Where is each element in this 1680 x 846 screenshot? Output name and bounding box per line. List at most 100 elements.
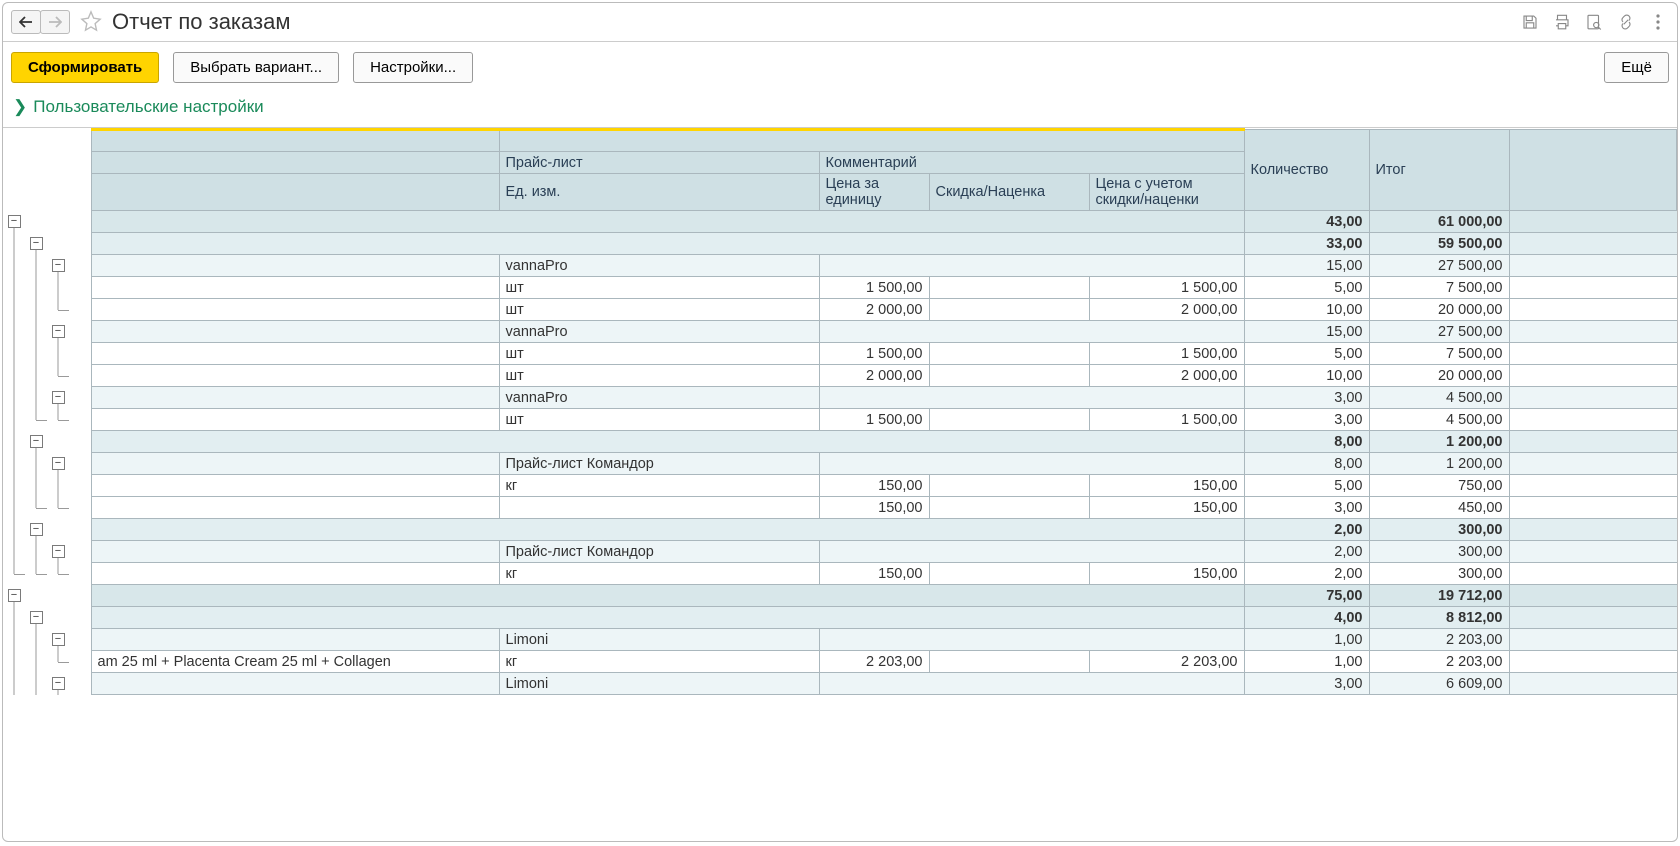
table-row[interactable]: шт2 000,002 000,0010,0020 000,00 <box>3 299 1677 321</box>
cell: 3,00 <box>1244 409 1369 431</box>
cell: 6 609,00 <box>1369 673 1509 695</box>
table-row[interactable]: шт1 500,001 500,005,007 500,00 <box>3 343 1677 365</box>
table-row[interactable]: am 25 ml + Placenta Cream 25 ml + Collag… <box>3 651 1677 673</box>
table-row[interactable]: −75,0019 712,00 <box>3 585 1677 607</box>
link-icon[interactable] <box>1615 11 1637 33</box>
table-row[interactable]: шт1 500,001 500,003,004 500,00 <box>3 409 1677 431</box>
table-row[interactable]: −Прайс-лист Командор8,001 200,00 <box>3 453 1677 475</box>
tree-gutter <box>3 541 25 563</box>
table-row[interactable]: −33,0059 500,00 <box>3 233 1677 255</box>
table-row[interactable]: кг150,00150,002,00300,00 <box>3 563 1677 585</box>
tree-gutter: − <box>25 607 47 629</box>
report-table: Количество Итог Прайс-лист Комментарий Е… <box>3 128 1677 695</box>
table-row[interactable]: 150,00150,003,00450,00 <box>3 497 1677 519</box>
collapse-node[interactable]: − <box>30 237 43 250</box>
table-row[interactable]: −vannaPro3,004 500,00 <box>3 387 1677 409</box>
col-price-disc[interactable]: Цена с учетом скидки/наценки <box>1089 174 1244 211</box>
cell: 4,00 <box>1244 607 1369 629</box>
table-row[interactable]: шт2 000,002 000,0010,0020 000,00 <box>3 365 1677 387</box>
cell: 750,00 <box>1369 475 1509 497</box>
cell: 19 712,00 <box>1369 585 1509 607</box>
col-qty[interactable]: Количество <box>1244 130 1369 211</box>
tree-gutter: − <box>25 233 47 255</box>
collapse-node[interactable]: − <box>30 523 43 536</box>
table-row[interactable]: −2,00300,00 <box>3 519 1677 541</box>
nav-forward-button[interactable] <box>40 10 70 34</box>
cell: 2 203,00 <box>1369 629 1509 651</box>
user-settings-toggle[interactable]: ❯ Пользовательские настройки <box>3 93 1677 127</box>
cell: кг <box>499 563 819 585</box>
tree-gutter <box>3 497 25 519</box>
tree-gutter <box>3 519 25 541</box>
more-button[interactable]: Ещё <box>1604 52 1669 83</box>
table-row[interactable]: −8,001 200,00 <box>3 431 1677 453</box>
table-row[interactable]: −43,0061 000,00 <box>3 211 1677 233</box>
table-row[interactable]: шт1 500,001 500,005,007 500,00 <box>3 277 1677 299</box>
cell: 1 500,00 <box>819 343 929 365</box>
tree-gutter: − <box>47 255 69 277</box>
table-row[interactable]: −4,008 812,00 <box>3 607 1677 629</box>
collapse-node[interactable]: − <box>8 215 21 228</box>
tree-gutter <box>3 343 25 365</box>
table-row[interactable]: кг150,00150,005,00750,00 <box>3 475 1677 497</box>
table-row[interactable]: −vannaPro15,0027 500,00 <box>3 321 1677 343</box>
collapse-node[interactable]: − <box>52 633 65 646</box>
col-total[interactable]: Итог <box>1369 130 1509 211</box>
collapse-node[interactable]: − <box>52 545 65 558</box>
tree-gutter <box>25 211 47 233</box>
generate-button[interactable]: Сформировать <box>11 52 159 83</box>
tree-gutter <box>69 563 91 585</box>
table-row[interactable]: −vannaPro15,0027 500,00 <box>3 255 1677 277</box>
col-comment[interactable]: Комментарий <box>819 152 1244 174</box>
cell <box>819 673 1244 695</box>
nav-back-button[interactable] <box>11 10 41 34</box>
collapse-node[interactable]: − <box>52 677 65 690</box>
tree-gutter <box>25 387 47 409</box>
settings-button[interactable]: Настройки... <box>353 52 473 83</box>
choose-variant-button[interactable]: Выбрать вариант... <box>173 52 339 83</box>
tree-gutter: − <box>47 453 69 475</box>
cell: 33,00 <box>1244 233 1369 255</box>
tree-gutter <box>47 365 69 387</box>
tree-gutter <box>3 563 25 585</box>
save-icon[interactable] <box>1519 11 1541 33</box>
report-area[interactable]: Количество Итог Прайс-лист Комментарий Е… <box>3 127 1677 841</box>
page-title: Отчет по заказам <box>112 9 1519 35</box>
collapse-node[interactable]: − <box>52 391 65 404</box>
arrow-right-icon <box>48 16 62 28</box>
col-pricelist[interactable]: Прайс-лист <box>499 152 819 174</box>
cell: 3,00 <box>1244 673 1369 695</box>
tree-gutter <box>47 519 69 541</box>
tree-gutter <box>3 607 25 629</box>
tree-gutter: − <box>47 673 69 695</box>
table-row[interactable]: −Limoni1,002 203,00 <box>3 629 1677 651</box>
collapse-node[interactable]: − <box>8 589 21 602</box>
collapse-node[interactable]: − <box>30 611 43 624</box>
cell: 150,00 <box>1089 497 1244 519</box>
tree-gutter <box>25 409 47 431</box>
preview-icon[interactable] <box>1583 11 1605 33</box>
col-unit[interactable]: Ед. изм. <box>499 174 819 211</box>
cell <box>91 629 499 651</box>
kebab-menu-icon[interactable] <box>1647 11 1669 33</box>
tree-gutter <box>69 233 91 255</box>
print-icon[interactable] <box>1551 11 1573 33</box>
favorite-star-icon[interactable] <box>80 10 102 35</box>
collapse-node[interactable]: − <box>52 325 65 338</box>
col-unit-price[interactable]: Цена за единицу <box>819 174 929 211</box>
tree-gutter <box>25 277 47 299</box>
collapse-node[interactable]: − <box>52 259 65 272</box>
table-row[interactable]: −Прайс-лист Командор2,00300,00 <box>3 541 1677 563</box>
cell: 2 203,00 <box>819 651 929 673</box>
collapse-node[interactable]: − <box>52 457 65 470</box>
cell: 5,00 <box>1244 475 1369 497</box>
cell <box>91 563 499 585</box>
collapse-node[interactable]: − <box>30 435 43 448</box>
cell <box>91 343 499 365</box>
col-discount[interactable]: Скидка/Наценка <box>929 174 1089 211</box>
tree-gutter <box>25 321 47 343</box>
table-row[interactable]: −Limoni3,006 609,00 <box>3 673 1677 695</box>
cell: Прайс-лист Командор <box>499 453 819 475</box>
tree-gutter <box>47 277 69 299</box>
tree-gutter <box>47 409 69 431</box>
